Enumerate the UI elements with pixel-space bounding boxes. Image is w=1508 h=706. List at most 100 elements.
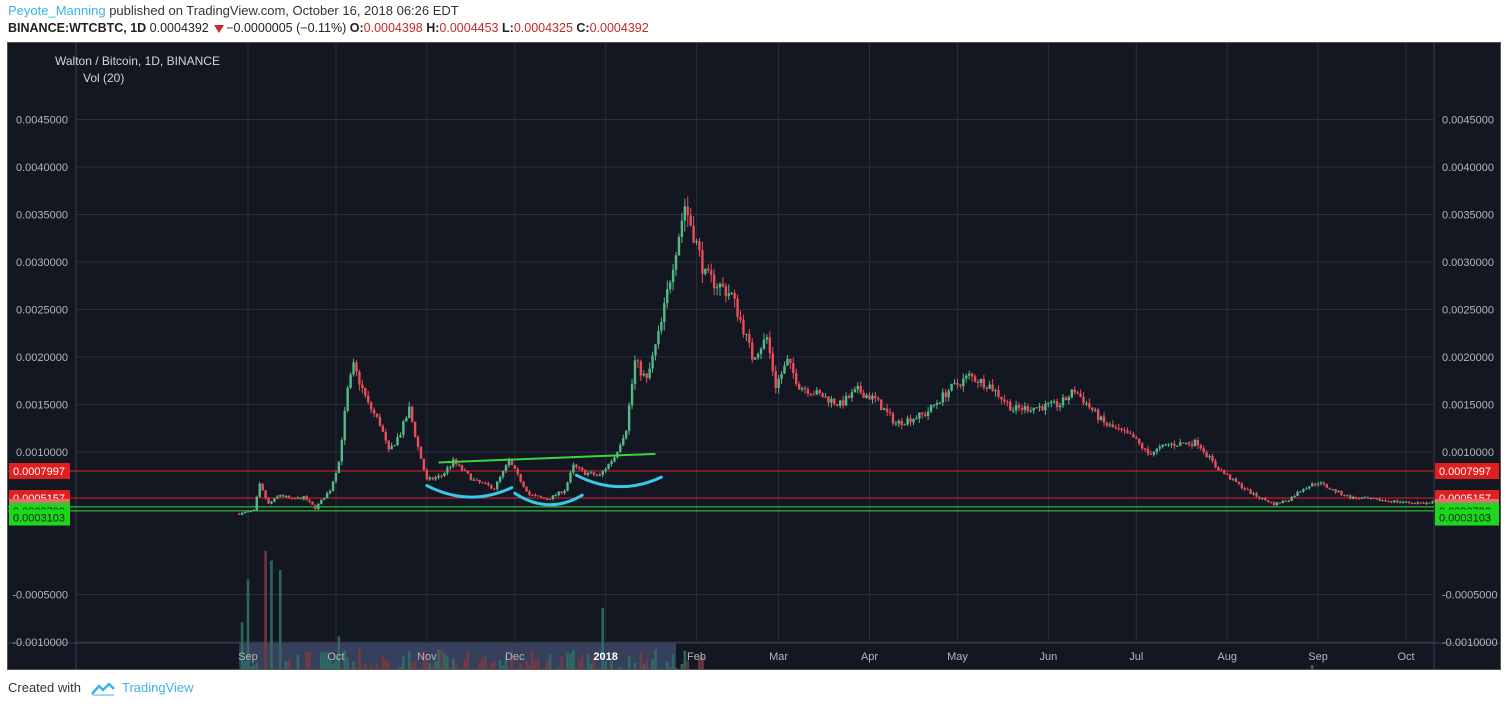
created-with-text: Created with: [8, 680, 81, 695]
volume-bar: [358, 649, 361, 694]
candle-body: [1190, 444, 1194, 446]
author-link[interactable]: Peyote_Manning: [8, 3, 106, 18]
candle-body: [965, 375, 968, 379]
candle-body: [994, 390, 997, 392]
candle-body: [1167, 444, 1170, 446]
candle-body: [771, 353, 774, 372]
candle-body: [1334, 489, 1337, 493]
volume-bar: [375, 664, 379, 694]
volume-bar: [319, 652, 323, 694]
candle-body: [396, 437, 399, 446]
candle-body: [311, 501, 314, 505]
tradingview-logo-icon: [90, 682, 115, 696]
candle-body: [305, 496, 308, 501]
candle-body: [982, 379, 986, 388]
candle-body: [261, 483, 264, 491]
support-arc: [513, 491, 584, 507]
candle-body: [666, 289, 669, 304]
y-axis-right: 0.0045000 0.0040000 0.0035000 0.0030000 0.00…: [1442, 115, 1498, 697]
volume-bar: [536, 657, 540, 694]
candle-body: [1396, 500, 1399, 503]
candle-body: [657, 330, 660, 345]
candle-body: [264, 490, 267, 499]
candle-body: [704, 268, 707, 274]
volume-bar: [451, 658, 455, 694]
candle-body: [431, 477, 434, 480]
candle-body: [1413, 502, 1416, 504]
volume-bar: [352, 661, 355, 694]
candle-body: [1293, 496, 1296, 498]
candle-body: [1366, 497, 1370, 499]
volume-bar: [566, 652, 569, 694]
candle-body: [671, 269, 675, 283]
x-tick-label: Aug: [1217, 651, 1237, 663]
price-chart[interactable]: 0.0045000 0.0040000 0.0035000 0.0030000 0.00…: [8, 43, 1500, 697]
volume-bar: [463, 659, 467, 694]
candle-body: [1044, 403, 1047, 411]
candle-body: [1076, 392, 1079, 394]
x-tick-label: 2018: [593, 651, 617, 663]
candle-body: [1094, 409, 1097, 411]
candle-body: [1099, 416, 1103, 420]
candle-body: [1096, 409, 1100, 420]
candle-body: [877, 398, 880, 400]
candle-body: [475, 479, 478, 481]
candle-body: [759, 348, 763, 354]
candle-body: [1214, 461, 1217, 468]
candle-body: [707, 268, 710, 271]
candle-body: [768, 337, 772, 354]
candle-body: [569, 472, 572, 483]
candle-body: [554, 495, 558, 497]
candle-body: [1302, 489, 1305, 492]
open-value: 0.0004398: [363, 21, 423, 35]
candle-body: [1161, 444, 1164, 447]
candle-body: [663, 303, 666, 323]
candle-body: [446, 467, 449, 473]
candle-body: [1158, 446, 1161, 449]
candle-body: [563, 490, 566, 494]
volume-bar: [410, 662, 414, 694]
candle-body: [715, 287, 719, 289]
candle-body: [1193, 440, 1197, 446]
publish-info: Peyote_Manning published on TradingView.…: [8, 3, 459, 18]
candle-body: [1249, 489, 1252, 494]
candle-body: [1017, 405, 1021, 408]
volume-bar: [680, 664, 684, 694]
x-tick-label: May: [947, 651, 968, 663]
volume-bar: [531, 650, 534, 694]
x-axis: Sep Oct Nov Dec 2018 Feb Mar Apr May Jun Jul Aug Sep…: [238, 651, 1414, 663]
candle-body: [871, 395, 874, 400]
candle-body: [1369, 497, 1373, 499]
candle-body: [487, 483, 490, 486]
volume-bar: [645, 659, 649, 694]
candle-body: [604, 469, 607, 472]
candle-body: [296, 497, 300, 499]
volume-bar: [255, 662, 259, 694]
volume-bar: [492, 661, 496, 694]
candle-body: [1390, 501, 1393, 503]
candle-body: [862, 392, 865, 398]
candle-body: [531, 494, 534, 496]
candle-body: [1003, 399, 1006, 402]
candle-body: [507, 460, 511, 466]
candle-body: [1117, 428, 1120, 430]
price-label-text-right: 0.0007997: [1439, 466, 1491, 478]
candle-body: [610, 461, 613, 464]
chart-panel[interactable]: 0.0045000 0.0040000 0.0035000 0.0030000 0.00…: [7, 42, 1501, 697]
tradingview-link[interactable]: TradingView: [122, 680, 194, 695]
candle-body: [1422, 502, 1425, 504]
x-tick-label: Sep: [238, 651, 258, 663]
volume-bar: [651, 659, 654, 694]
candle-body: [786, 358, 789, 366]
candle-body: [1354, 496, 1358, 499]
candle-body: [1372, 497, 1375, 499]
candle-body: [381, 425, 385, 432]
candle-body: [343, 410, 346, 441]
candle-body: [405, 417, 408, 422]
candle-body: [1404, 501, 1408, 503]
volume-bar: [428, 663, 432, 694]
candle-body: [449, 466, 452, 468]
candle-body: [733, 292, 736, 299]
candle-body: [1357, 498, 1361, 500]
candle-body: [276, 496, 279, 499]
